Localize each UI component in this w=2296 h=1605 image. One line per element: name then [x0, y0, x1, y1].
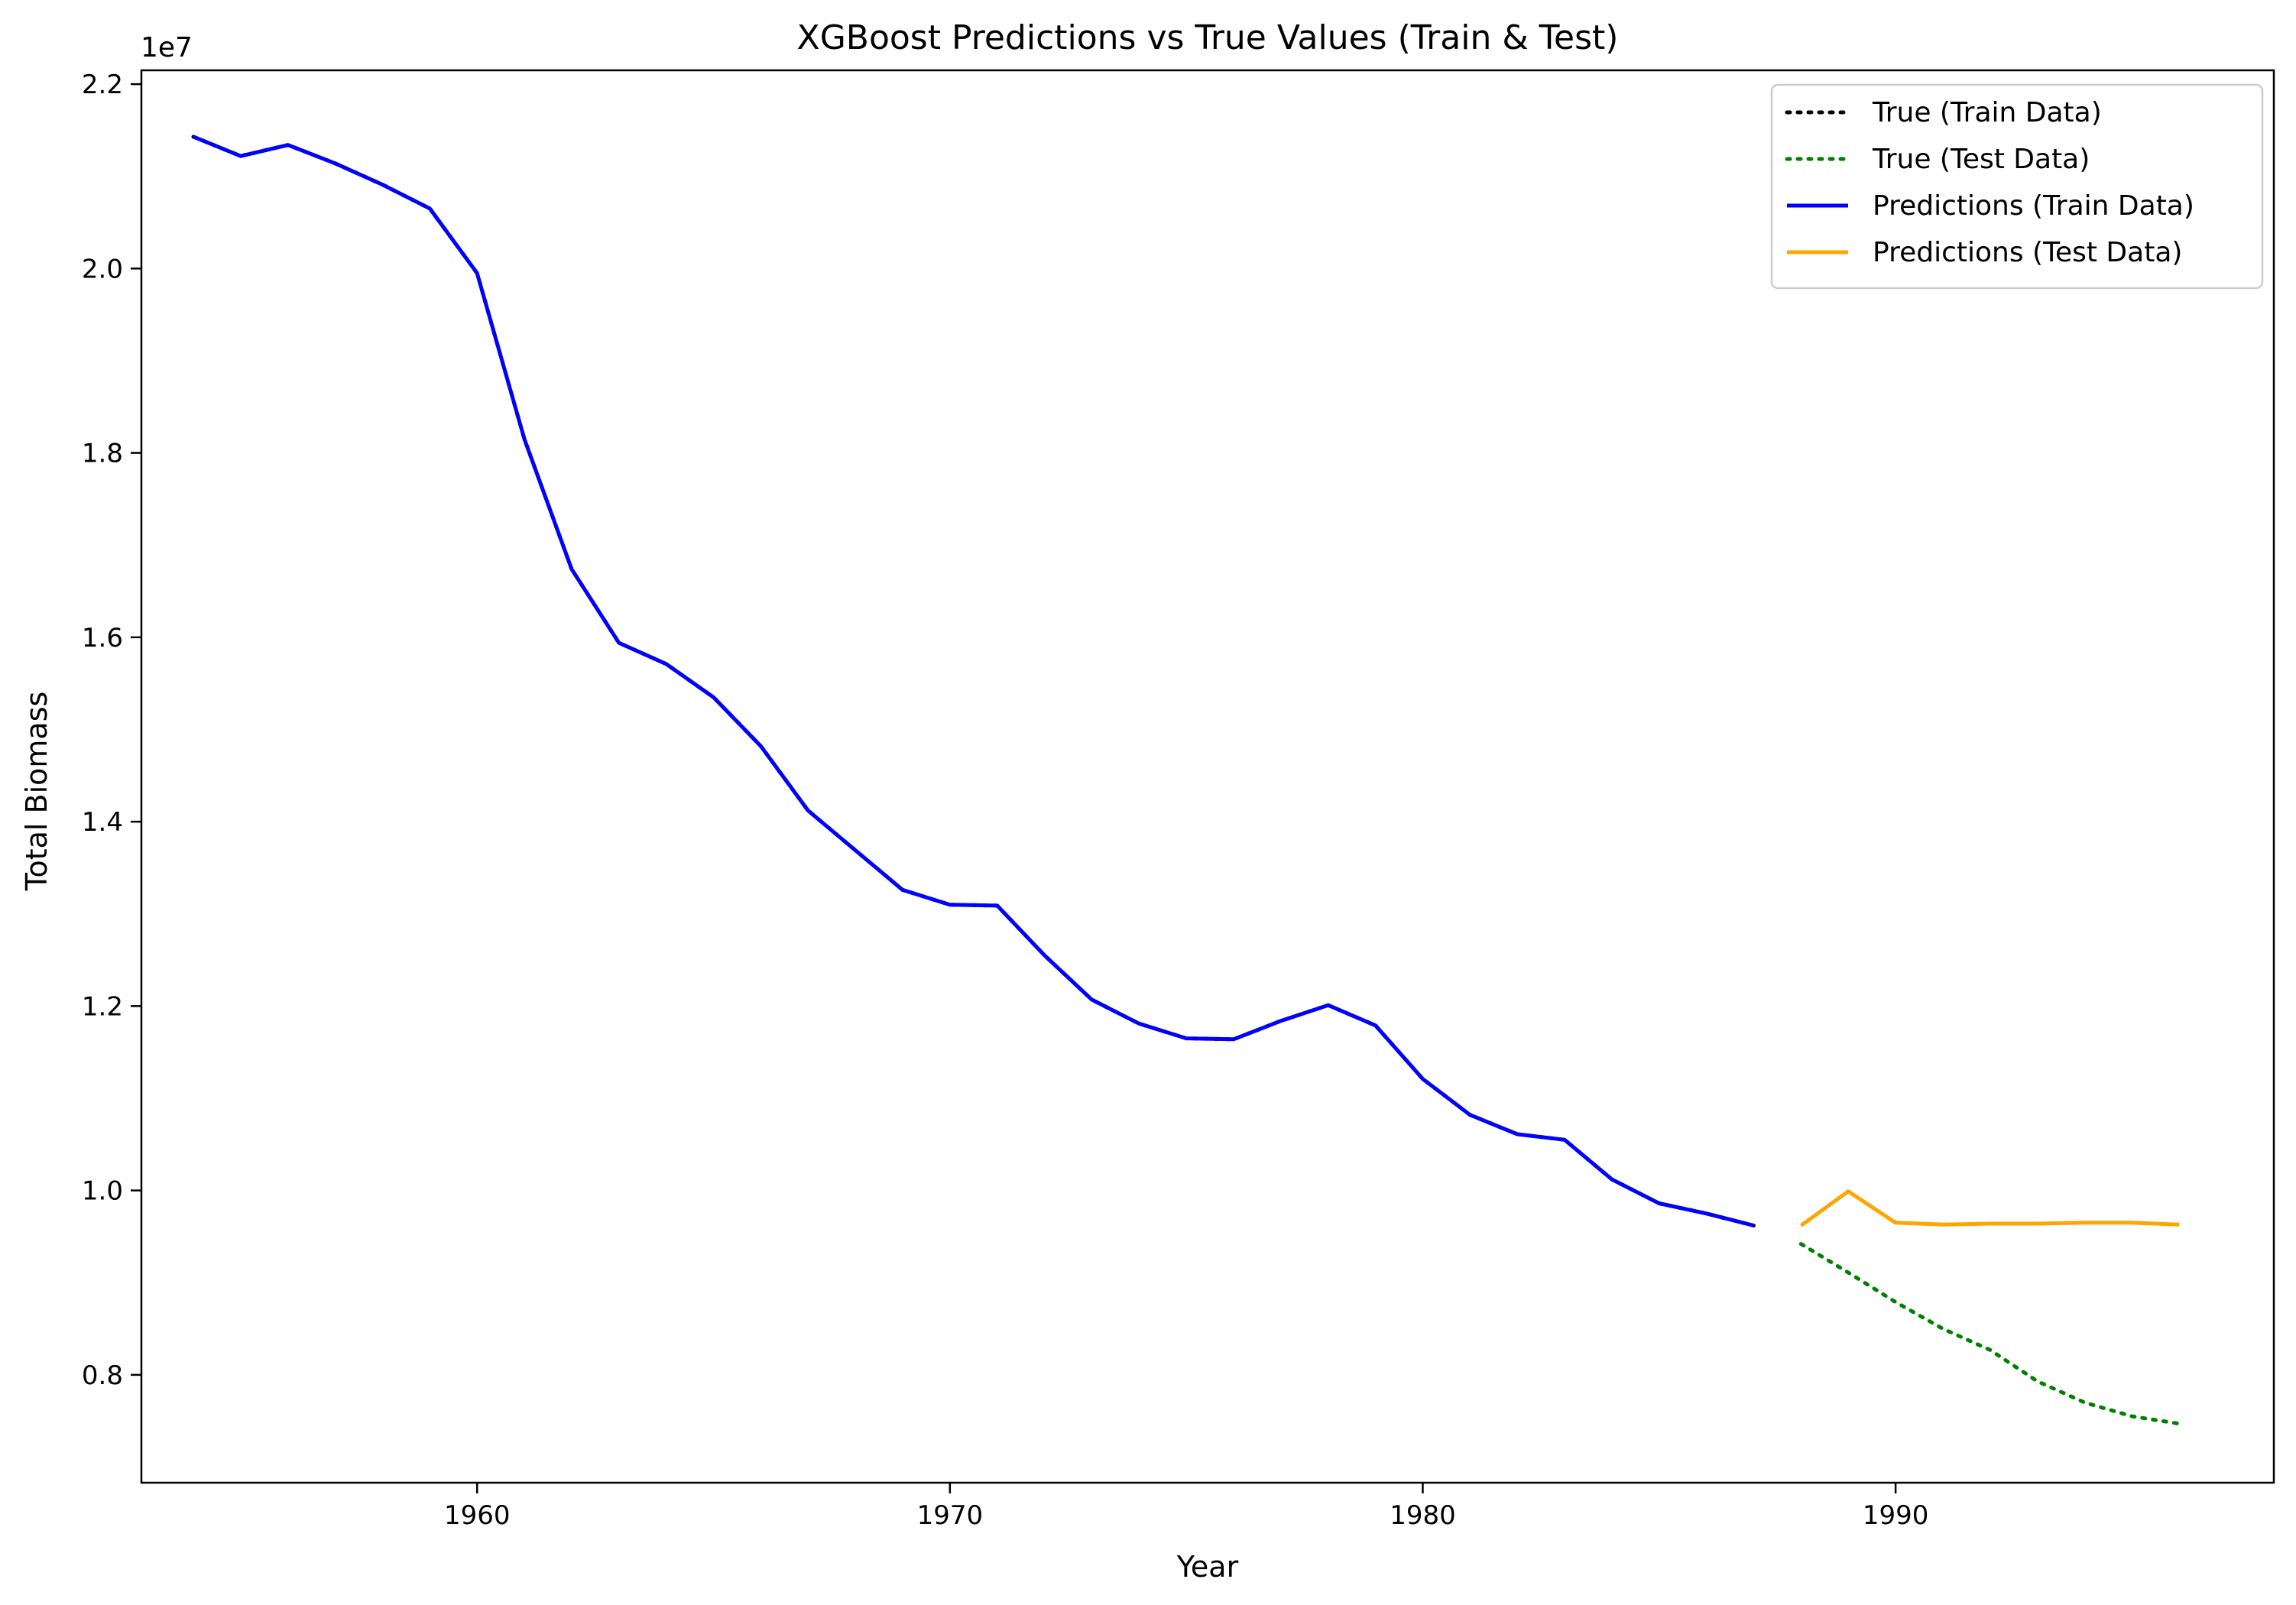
legend-label-2: True (Test Data) [1872, 144, 2090, 175]
y-axis-label: Total Biomass [20, 692, 54, 892]
y-tick-label-1.4: 1.4 [82, 807, 123, 838]
plot-frame [140, 69, 2275, 1484]
y-axis-offset-label: 1e7 [141, 32, 193, 63]
x-axis-label: Year [1176, 1550, 1239, 1584]
series-line-2 [1798, 1242, 2181, 1426]
series-line-3 [193, 135, 1755, 1227]
legend: True (Train Data) True (Test Data) Predict… [1770, 83, 2264, 290]
x-tick-label-1990: 1990 [1863, 1500, 1929, 1531]
axes: 1960 1970 1980 1990 0.8 1.0 1.2 1.4 1.6 1.8 2.0 2.2 [82, 69, 2275, 1531]
plot-area [191, 135, 2181, 1426]
chart-title: XGBoost Predictions vs True Values (Trai… [797, 18, 1619, 57]
y-tick-label-2.2: 2.2 [82, 70, 123, 100]
y-tick-label-1.2: 1.2 [82, 991, 123, 1022]
y-tick-label-0.8: 0.8 [82, 1360, 123, 1391]
y-tick-label-1.0: 1.0 [82, 1176, 123, 1207]
y-tick-label-1.6: 1.6 [82, 623, 123, 653]
y-tick-label-2.0: 2.0 [82, 254, 123, 284]
series-line-1 [191, 135, 1756, 1227]
x-tick-label-1970: 1970 [917, 1500, 984, 1531]
legend-label-1: True (Train Data) [1872, 97, 2102, 128]
x-tick-label-1960: 1960 [444, 1500, 511, 1531]
legend-label-3: Predictions (Train Data) [1873, 190, 2194, 222]
y-tick-label-1.8: 1.8 [82, 439, 123, 469]
series-line-4 [1799, 1189, 2180, 1227]
x-tick-label-1980: 1980 [1390, 1500, 1456, 1531]
legend-box [1770, 83, 2264, 290]
legend-label-4: Predictions (Test Data) [1873, 237, 2182, 268]
